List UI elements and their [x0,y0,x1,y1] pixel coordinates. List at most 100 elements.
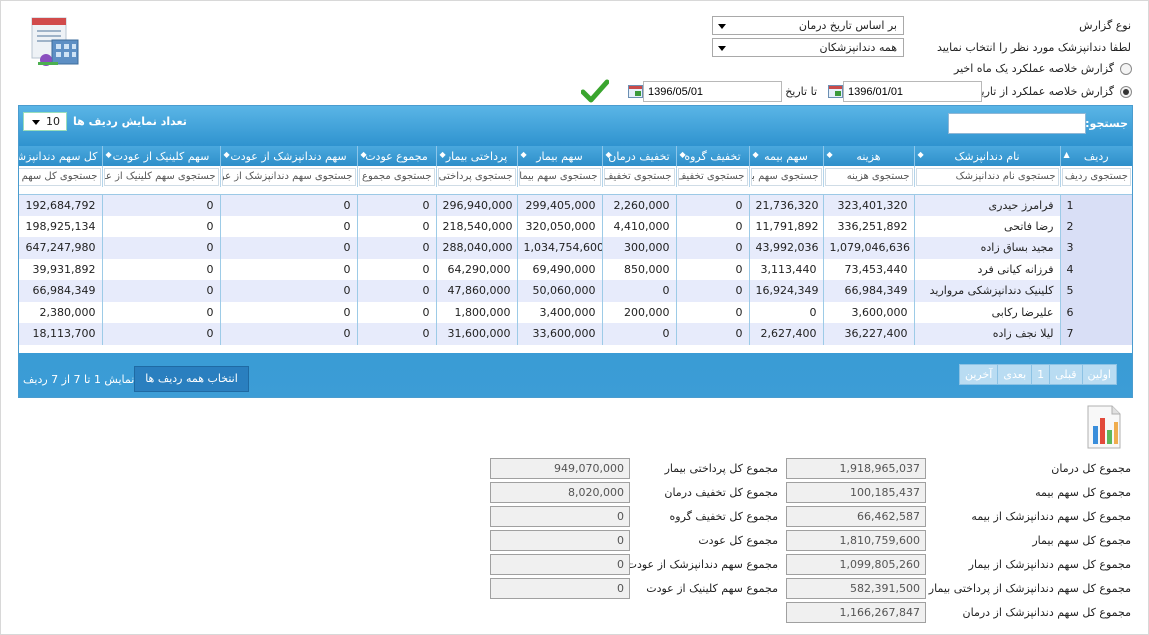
pager-button[interactable]: قبلی [1049,364,1083,385]
table-row[interactable]: 6 علیرضا رکابی 3,600,000 0 0 200,000 3,400,000… [19,301,1132,323]
column-header[interactable]: سهم دندانپزشک از عودت ◆ [219,146,357,166]
column-filter-input[interactable]: جستجوی سهم بیمار [518,167,601,186]
table-row[interactable]: 1 فرامرز حیدری 323,401,320 21,736,320 0 2,260… [19,194,1132,216]
column-header[interactable]: کل سهم دندانپزشک◆ [19,146,102,166]
pager-button[interactable]: آخرین [959,364,999,385]
column-header[interactable]: هزینه ◆ [822,146,914,166]
column-filter-input[interactable]: جستجوی تخفیف گروه [677,167,748,186]
column-filter-input[interactable]: جستجوی سهم دندانپزشک از عودت [221,167,356,186]
dentist-name-cell: لیلا نجف زاده [913,323,1060,345]
sort-both-icon[interactable]: ◆ [520,150,527,159]
table-cell: 0 [748,301,823,323]
page-length-select[interactable]: 10 [23,112,67,131]
sort-both-icon[interactable]: ◆ [679,150,686,159]
column-header[interactable]: ردیف ▲ [1059,146,1132,166]
column-header[interactable]: مجموع عودت ◆ [356,146,436,166]
column-filter-input[interactable]: جستجوی هزینه [824,167,913,186]
table-row[interactable]: 3 مجید بساق زاده 1,079,046,636 43,992,036 0 3… [19,237,1132,259]
table-cell: 0 [101,215,220,237]
column-filter-cell: جستجوی تخفیف درمان [601,166,676,187]
column-filter-input[interactable]: جستجوی پرداختی بیمار [437,167,516,186]
table-cell: 2,260,000 [601,194,676,216]
pager-button[interactable]: بعدی [997,364,1033,385]
table-cell: 64,290,000 [435,258,517,280]
column-filter-input[interactable]: جستجوی کل سهم دندانپزشک [19,167,101,186]
table-cell: 0 [356,258,436,280]
calendar-icon[interactable] [628,85,643,98]
summary-label: مجموع کل تخفیف گروه [669,510,778,523]
dentist-name-cell: مجید بساق زاده [913,237,1060,259]
table-cell: 850,000 [601,258,676,280]
chart-report-icon[interactable] [1086,404,1122,450]
column-header[interactable]: تخفیف گروه ◆ [675,146,749,166]
select-all-rows-button[interactable]: انتخاب همه ردیف ها [134,366,249,392]
column-filter-input[interactable]: جستجوی سهم بیمه [750,167,822,186]
row-number-cell: 4 [1059,258,1132,280]
table-cell: 36,227,400 [822,323,914,345]
column-header[interactable]: نام دندانپزشک ◆ [913,146,1060,166]
radio-from-date[interactable] [1120,86,1132,98]
pagination: اولین قبلی 1 بعدی آخرین [959,364,1117,385]
column-header-label: مجموع عودت [365,149,428,163]
table-cell: 0 [101,280,220,302]
from-date-input[interactable] [843,81,982,102]
column-header[interactable]: تخفیف درمان ◆ [601,146,676,166]
sort-both-icon[interactable]: ◆ [439,150,446,159]
column-header[interactable]: سهم بیمه ◆ [748,146,823,166]
search-input[interactable] [948,113,1086,134]
column-filter-input[interactable]: جستجوی نام دندانپزشک [915,167,1059,186]
column-header[interactable]: پرداختی بیمار ◆ [435,146,517,166]
table-cell: 647,247,980 [19,237,102,259]
row-number-cell: 6 [1059,301,1132,323]
column-header[interactable]: سهم بیمار ◆ [516,146,602,166]
dentist-name-cell: علیرضا رکابی [913,301,1060,323]
sort-both-icon[interactable]: ◆ [826,150,833,159]
submit-check-icon[interactable] [581,79,609,103]
sort-both-icon[interactable]: ◆ [917,150,924,159]
pager-button[interactable]: 1 [1031,364,1051,385]
report-type-select[interactable]: بر اساس تاریخ درمان [712,16,904,35]
column-filter-cell: جستجوی پرداختی بیمار [435,166,517,187]
report-type-label: نوع گزارش [1079,19,1131,32]
table-row[interactable]: 2 رضا فاتحی 336,251,892 11,791,892 0 4,410,00… [19,215,1132,237]
column-filter-input[interactable]: جستجوی سهم کلینیک از عودت [103,167,219,186]
row-number-cell: 1 [1059,194,1132,216]
sort-both-icon[interactable]: ◆ [752,150,759,159]
table-cell: 0 [675,215,749,237]
dentist-value: همه دندانپزشکان [819,41,897,54]
table-cell: 11,791,892 [748,215,823,237]
summary-value-field: 1,918,965,037 [786,458,926,479]
summary-label: مجموع سهم دندانپزشک از عودت [626,558,778,571]
table-cell: 0 [601,323,676,345]
column-filter-cell: جستجوی سهم کلینیک از عودت [101,166,220,187]
chevron-down-icon [718,46,726,51]
dentist-select[interactable]: همه دندانپزشکان [712,38,904,57]
table-row[interactable]: 4 فرزانه کیانی فرد 73,453,440 3,113,440 0 850… [19,258,1132,280]
summary-value-field: 8,020,000 [490,482,630,503]
table-cell: 0 [101,237,220,259]
column-header-label: تخفیف درمان [608,149,670,163]
table-cell: 0 [219,280,357,302]
sort-both-icon[interactable]: ◆ [360,150,367,159]
table-cell: 33,600,000 [516,323,602,345]
sort-asc-icon[interactable]: ▲ [1063,150,1070,159]
column-filter-input[interactable]: جستجوی مجموع عودت [358,167,435,186]
table-cell: 0 [601,280,676,302]
sort-both-icon[interactable]: ◆ [223,150,230,159]
calendar-icon[interactable] [828,85,843,98]
summary-value-field: 1,166,267,847 [786,602,926,623]
pager-button[interactable]: اولین [1081,364,1117,385]
sort-both-icon[interactable]: ◆ [105,150,112,159]
column-header[interactable]: سهم کلینیک از عودت ◆ [101,146,220,166]
column-filter-cell: جستجوی سهم بیمار [516,166,602,187]
column-filter-input[interactable]: جستجوی تخفیف درمان [603,167,675,186]
sort-both-icon[interactable]: ◆ [605,150,612,159]
column-filter-input[interactable]: جستجوی ردیف [1061,167,1131,186]
table-row[interactable]: 7 لیلا نجف زاده 36,227,400 2,627,400 0 0 33,60… [19,323,1132,345]
to-date-input[interactable] [643,81,782,102]
column-header-label: سهم بیمه [764,149,808,163]
radio-last-month[interactable] [1120,63,1132,75]
table-row[interactable]: 5 کلینیک دندانپزشکی مروارید 66,984,349 16,9… [19,280,1132,302]
table-cell: 0 [356,237,436,259]
table-viewport[interactable]: ردیف ▲ نام دندانپزشک ◆ هزینه ◆ سهم بیمه ◆ تخفیف … [19,146,1132,353]
